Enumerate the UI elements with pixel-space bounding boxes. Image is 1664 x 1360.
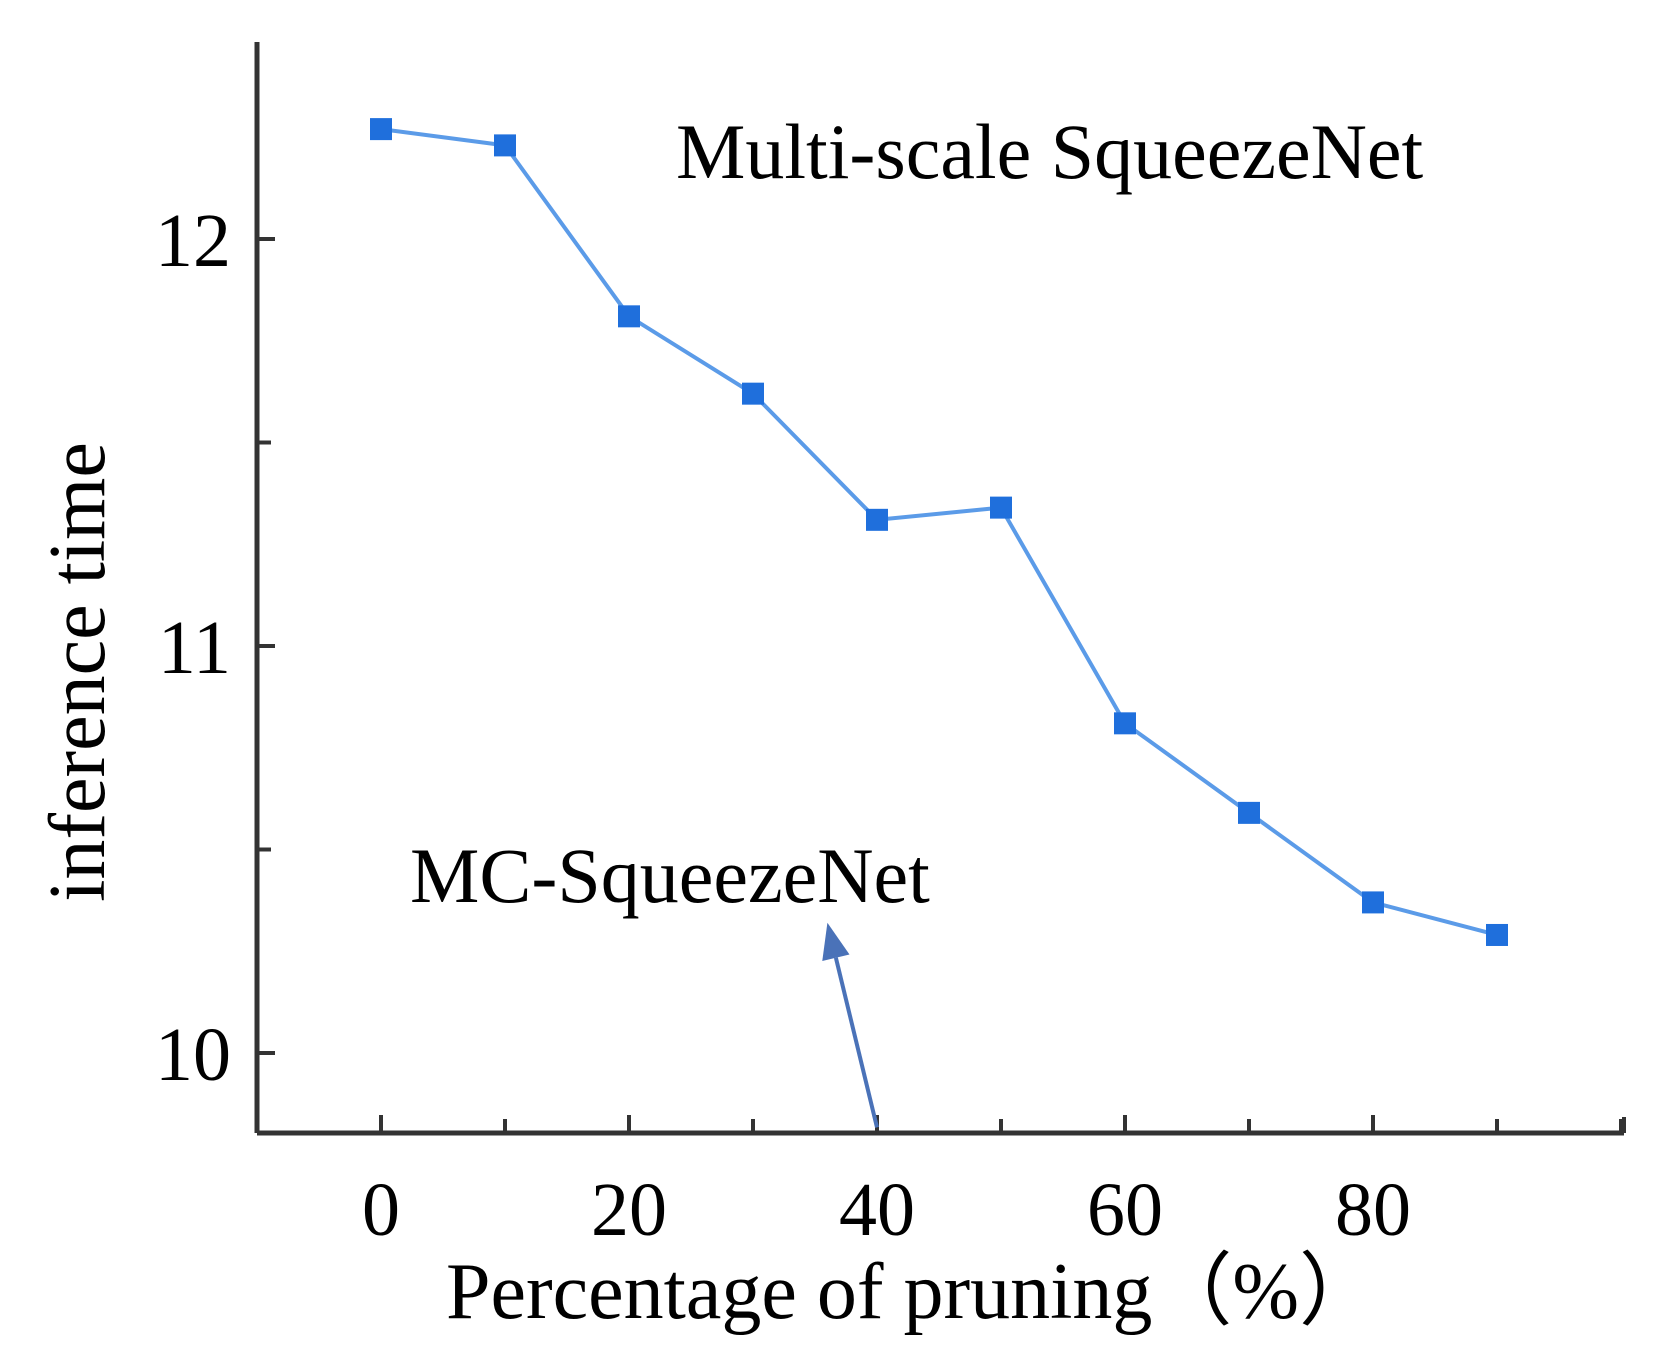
x-tick-label: 80	[1335, 1168, 1411, 1252]
data-point	[494, 134, 516, 157]
data-point	[866, 508, 888, 531]
y-tick-label: 12	[155, 199, 231, 283]
annotation-label-mc: MC-SqueezeNet	[410, 832, 930, 919]
data-point	[370, 118, 392, 141]
data-point	[1362, 891, 1384, 914]
data-point	[1238, 801, 1260, 824]
annotation-arrow	[833, 957, 879, 1128]
y-axis-title: inference time	[34, 442, 122, 902]
data-point	[1486, 923, 1508, 946]
x-tick-label: 0	[362, 1168, 400, 1252]
x-axis-title: Percentage of pruning（%）	[446, 1248, 1379, 1336]
x-tick-label: 20	[591, 1168, 667, 1252]
series-label-multiscale: Multi-scale SqueezeNet	[676, 108, 1424, 195]
y-axis-ticks: 10 11 12	[155, 199, 275, 1097]
data-point	[618, 305, 640, 328]
series-layer	[370, 118, 1508, 946]
data-point	[742, 382, 764, 405]
annotation-arrowhead	[822, 922, 850, 962]
y-tick-label: 11	[158, 606, 231, 690]
y-tick-label: 10	[155, 1013, 231, 1097]
series-line	[380, 127, 1498, 937]
data-point	[1114, 712, 1136, 735]
data-point	[990, 496, 1012, 519]
x-tick-label: 40	[839, 1168, 915, 1252]
x-tick-label: 60	[1087, 1168, 1163, 1252]
x-axis-ticks: 0 20 40 60 80	[362, 1115, 1626, 1252]
